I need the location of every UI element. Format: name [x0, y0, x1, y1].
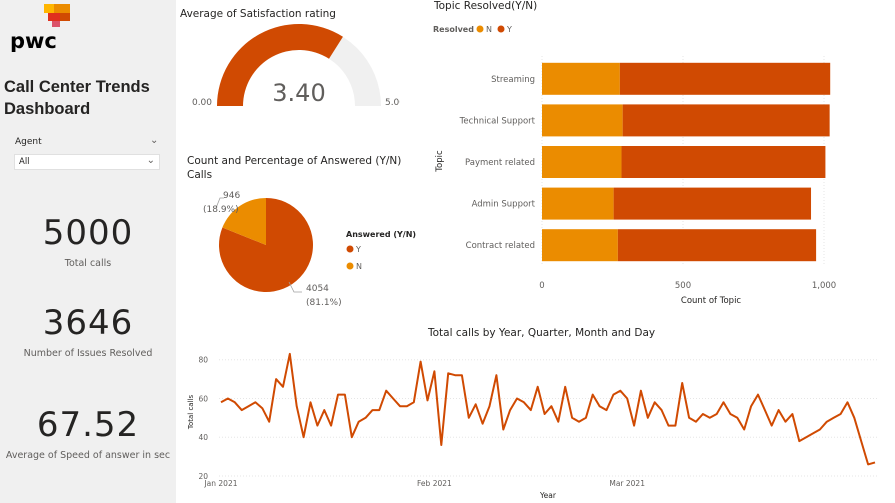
agent-slicer-dropdown[interactable]: All ⌄: [14, 154, 160, 170]
pie-leader-n: [215, 197, 224, 209]
bar-category-label: Streaming: [491, 75, 535, 85]
bar-legend-label-n: N: [486, 25, 492, 34]
pie-label-y-pct: (81.1%): [306, 298, 342, 308]
chevron-down-icon: ⌄: [146, 155, 155, 166]
bar-segment-n: [542, 187, 614, 220]
line-y-tick-label: 60: [198, 394, 208, 403]
pwc-logo: pwc: [8, 4, 78, 53]
satisfaction-gauge[interactable]: 3.40 0.00 5.00: [180, 20, 400, 112]
pie-legend-title: Answered (Y/N): [346, 230, 416, 239]
line-x-tick-label: Mar 2021: [609, 479, 645, 488]
bar-x-tick-label: 0: [539, 281, 544, 291]
answered-pie-chart[interactable]: 946 (18.9%) 4054 (81.1%) Answered (Y/N) …: [186, 186, 426, 312]
bar-segment-y: [621, 146, 826, 178]
bar-segment-n: [542, 229, 618, 262]
sidebar: pwc Call Center Trends Dashboard Agent ⌄…: [0, 0, 176, 503]
bar-x-axis-title: Count of Topic: [681, 296, 742, 306]
bar-legend-label-y: Y: [506, 25, 512, 34]
bar-y-axis-title: Topic: [435, 150, 445, 173]
bar-title: Topic Resolved(Y/N): [434, 0, 538, 12]
line-y-tick-label: 80: [198, 356, 208, 365]
gauge-fill: [217, 23, 343, 106]
agent-slicer-value: All: [19, 157, 30, 167]
bar-legend-title: Resolved: [433, 25, 474, 34]
bar-segment-y: [613, 187, 812, 220]
bar-x-tick-label: 500: [675, 281, 691, 291]
pie-slice-n: [222, 198, 266, 245]
issues-resolved-label: Number of Issues Resolved: [23, 348, 153, 359]
bar-legend-marker-n: [476, 25, 484, 33]
dashboard-title: Call Center Trends Dashboard: [4, 76, 174, 120]
slicer-collapse-chevron-icon[interactable]: ⌄: [150, 135, 159, 146]
total-calls-line: [220, 352, 876, 466]
pie-legend-marker-y: [346, 245, 354, 253]
line-title: Total calls by Year, Quarter, Month and …: [428, 327, 656, 339]
avg-speed-answer-value: 67.52: [36, 405, 140, 445]
pie-leader-y: [288, 281, 302, 293]
bar-segment-n: [542, 146, 622, 178]
gauge-min-label: 0.00: [192, 98, 212, 108]
pwc-logo-mark: pwc: [10, 4, 70, 53]
line-x-axis-title: Year: [539, 491, 557, 500]
line-x-tick-label: Jan 2021: [203, 479, 237, 488]
bar-category-label: Admin Support: [472, 200, 536, 210]
bar-legend-marker-y: [497, 25, 505, 33]
pie-label-n-value: 946: [223, 191, 240, 201]
agent-slicer-label: Agent: [15, 137, 42, 147]
bar-category-label: Payment related: [465, 158, 535, 168]
line-y-tick-label: 20: [198, 472, 208, 481]
pie-label-n-pct: (18.9%): [203, 205, 239, 215]
line-y-tick-label: 40: [198, 433, 208, 442]
issues-resolved-value: 3646: [42, 303, 134, 343]
gauge-max-label: 5.00: [385, 98, 400, 108]
total-calls-value: 5000: [42, 213, 134, 253]
line-x-tick-label: Feb 2021: [417, 479, 452, 488]
bar-x-tick-label: 1,000: [812, 281, 836, 291]
total-calls-label: Total calls: [64, 258, 112, 269]
bar-segment-y: [619, 62, 831, 95]
bar-category-label: Contract related: [466, 241, 535, 251]
gauge-title: Average of Satisfaction rating: [180, 8, 336, 20]
pie-label-y-value: 4054: [306, 284, 329, 294]
pie-legend-label-n: N: [356, 262, 362, 271]
avg-speed-answer-label: Average of Speed of answer in sec: [5, 450, 171, 461]
bar-category-label: Technical Support: [459, 116, 536, 126]
dashboard-title-line-1: Call Center Trends: [4, 78, 150, 96]
bar-segment-y: [622, 104, 830, 137]
pie-title: Count and Percentage of Answered (Y/N) C…: [187, 155, 402, 181]
bar-segment-y: [617, 229, 817, 262]
total-calls-line-chart[interactable]: Total calls Year 20 40 60 80 Jan 2021 Feb 20…: [180, 344, 892, 503]
pie-legend-label-y: Y: [355, 245, 361, 254]
topic-resolved-bar-chart[interactable]: Resolved N Y Topic Count of Topic Stream…: [428, 18, 888, 310]
bar-segment-n: [542, 62, 620, 95]
gauge-value-label: 3.40: [272, 79, 325, 107]
pie-legend-marker-n: [346, 262, 354, 270]
dashboard-title-line-2: Dashboard: [4, 100, 91, 118]
bar-segment-n: [542, 104, 623, 137]
pwc-logo-text: pwc: [10, 29, 57, 52]
line-y-axis-title: Total calls: [187, 395, 195, 431]
